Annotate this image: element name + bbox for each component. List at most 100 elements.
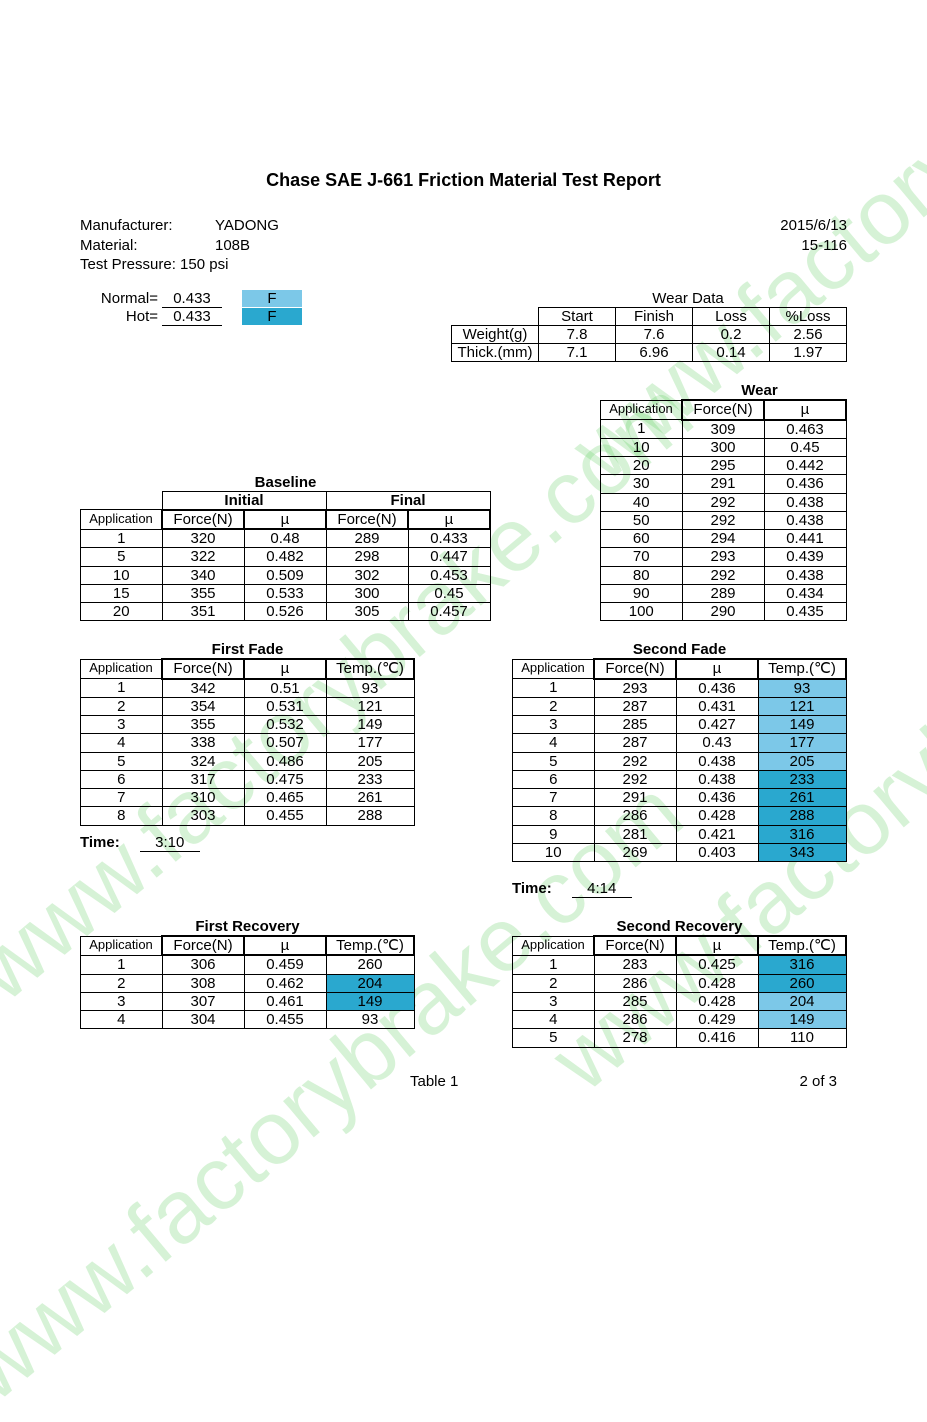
cell: 0.526 bbox=[244, 603, 326, 621]
cell: 0.459 bbox=[244, 955, 326, 974]
table-row: 102690.403343 bbox=[513, 843, 847, 861]
cell: 317 bbox=[162, 770, 244, 788]
cell: 2 bbox=[81, 974, 163, 992]
cell: 320 bbox=[162, 529, 244, 548]
cell: 0.428 bbox=[676, 992, 758, 1010]
cell: 0.416 bbox=[676, 1029, 758, 1047]
cell: 10 bbox=[81, 566, 163, 584]
cell: 0.462 bbox=[244, 974, 326, 992]
cell: 298 bbox=[326, 548, 408, 566]
cell: 0.48 bbox=[244, 529, 326, 548]
cell: 0.438 bbox=[676, 752, 758, 770]
cell: 2 bbox=[513, 697, 595, 715]
cell: 307 bbox=[162, 992, 244, 1010]
cell: 0.447 bbox=[408, 548, 490, 566]
cell: 0.475 bbox=[244, 770, 326, 788]
cell: 304 bbox=[162, 1011, 244, 1029]
cell: 0.438 bbox=[764, 566, 846, 584]
cell: 0.461 bbox=[244, 992, 326, 1010]
table-row: 203510.5263050.457 bbox=[81, 603, 491, 621]
cell: 10 bbox=[601, 438, 683, 456]
cell: 261 bbox=[758, 789, 846, 807]
cell: 0.453 bbox=[408, 566, 490, 584]
cell: 291 bbox=[594, 789, 676, 807]
cell: 342 bbox=[162, 679, 244, 698]
wear-data-title: Wear Data bbox=[529, 290, 847, 307]
cell: 177 bbox=[326, 734, 414, 752]
cell: 0.438 bbox=[676, 770, 758, 788]
material-val: 108B bbox=[215, 236, 250, 256]
cell: 7.6 bbox=[616, 325, 693, 343]
cell: 286 bbox=[594, 807, 676, 825]
cell: 93 bbox=[758, 679, 846, 698]
cell: 0.435 bbox=[764, 603, 846, 621]
cell: 303 bbox=[162, 807, 244, 825]
cell: 0.2 bbox=[693, 325, 770, 343]
cell: 0.429 bbox=[676, 1011, 758, 1029]
wear-data-block: Wear Data StartFinishLoss%LossWeight(g)7… bbox=[451, 290, 847, 363]
cell: 0.439 bbox=[764, 548, 846, 566]
cell: 20 bbox=[601, 457, 683, 475]
cell: Temp.(℃) bbox=[758, 936, 846, 955]
cell: 1 bbox=[513, 955, 595, 974]
cell: 4 bbox=[513, 734, 595, 752]
cell: Application bbox=[601, 400, 683, 419]
table-row: 22870.431121 bbox=[513, 697, 847, 715]
table-row: ApplicationForce(N)µ bbox=[601, 400, 847, 419]
cell: 0.421 bbox=[676, 825, 758, 843]
cell: 285 bbox=[594, 716, 676, 734]
cell: 0.14 bbox=[693, 344, 770, 362]
cell: 177 bbox=[758, 734, 846, 752]
cell: 149 bbox=[758, 1011, 846, 1029]
first-recovery-table: ApplicationForce(N)µTemp.(℃)13060.459260… bbox=[80, 935, 415, 1029]
cell: 281 bbox=[594, 825, 676, 843]
cell: 287 bbox=[594, 697, 676, 715]
cell: 70 bbox=[601, 548, 683, 566]
cell: 292 bbox=[682, 511, 764, 529]
cell: 9 bbox=[513, 825, 595, 843]
cell: 292 bbox=[594, 752, 676, 770]
cell: µ bbox=[244, 510, 326, 529]
cell: 0.455 bbox=[244, 1011, 326, 1029]
cell: Force(N) bbox=[594, 659, 676, 678]
cell: 286 bbox=[594, 1011, 676, 1029]
cell: 80 bbox=[601, 566, 683, 584]
report-title: Chase SAE J-661 Friction Material Test R… bbox=[80, 170, 847, 191]
pressure-lbl: Test Pressure: 150 psi bbox=[80, 255, 279, 275]
table-row: InitialFinal bbox=[81, 491, 491, 510]
cell: 343 bbox=[758, 843, 846, 861]
cell: 338 bbox=[162, 734, 244, 752]
cell: 149 bbox=[326, 716, 414, 734]
first-fade-block: First Fade ApplicationForce(N)µTemp.(℃)1… bbox=[80, 641, 415, 898]
table-row: ApplicationForce(N)µForce(N)µ bbox=[81, 510, 491, 529]
cell: 290 bbox=[682, 603, 764, 621]
table-row: StartFinishLoss%Loss bbox=[452, 307, 847, 325]
cell: Force(N) bbox=[162, 936, 244, 955]
table-row: 52780.416110 bbox=[513, 1029, 847, 1047]
cell: Finish bbox=[616, 307, 693, 325]
cell: %Loss bbox=[770, 307, 847, 325]
cell: 0.45 bbox=[764, 438, 846, 456]
first-recovery-title: First Recovery bbox=[80, 918, 415, 935]
cell: µ bbox=[408, 510, 490, 529]
table-row: 23080.462204 bbox=[81, 974, 415, 992]
hot-lbl: Hot= bbox=[80, 308, 162, 325]
table-row: 702930.439 bbox=[601, 548, 847, 566]
cell: 0.431 bbox=[676, 697, 758, 715]
cell: 293 bbox=[594, 679, 676, 698]
cell: 293 bbox=[682, 548, 764, 566]
cell: 10 bbox=[513, 843, 595, 861]
cell: 0.463 bbox=[764, 420, 846, 439]
cell: 0.45 bbox=[408, 584, 490, 602]
cell: 1 bbox=[81, 529, 163, 548]
cell: 260 bbox=[326, 955, 414, 974]
cell: 316 bbox=[758, 825, 846, 843]
cell: 2.56 bbox=[770, 325, 847, 343]
cell: Loss bbox=[693, 307, 770, 325]
table-row: Weight(g)7.87.60.22.56 bbox=[452, 325, 847, 343]
cell: 302 bbox=[326, 566, 408, 584]
cell: Application bbox=[513, 659, 595, 678]
cell: Application bbox=[81, 659, 163, 678]
table-row: ApplicationForce(N)µTemp.(℃) bbox=[513, 659, 847, 678]
material-lbl: Material: bbox=[80, 236, 215, 256]
